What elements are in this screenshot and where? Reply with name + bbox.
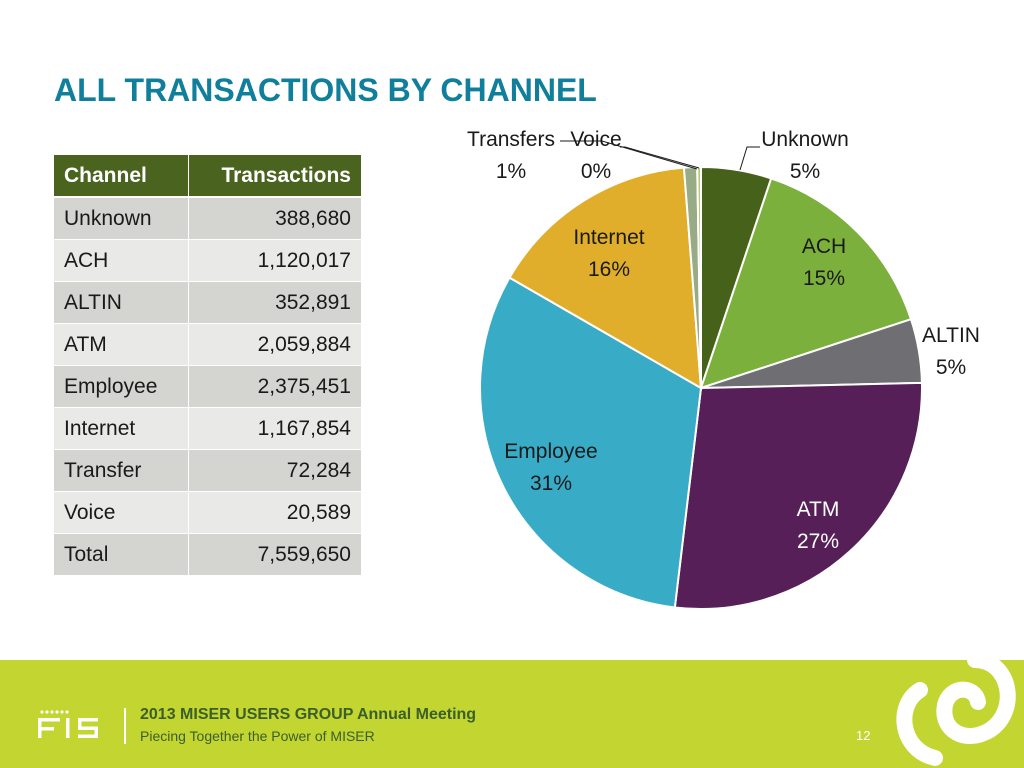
channel-cell: Voice bbox=[53, 491, 189, 534]
channel-cell: Employee bbox=[53, 365, 189, 408]
pie-slice-atm bbox=[673, 381, 923, 610]
pie-percent-employee: 31% bbox=[530, 472, 572, 495]
pie-label-altin: ALTIN bbox=[922, 324, 980, 347]
pie-percent-transfers: 1% bbox=[496, 160, 526, 183]
table-total-row: Total 7,559,650 bbox=[53, 533, 362, 576]
transactions-table: Channel Transactions Unknown 388,680 ACH… bbox=[53, 154, 362, 576]
transactions-cell: 352,891 bbox=[188, 281, 362, 324]
pie-percent-voice: 0% bbox=[581, 160, 611, 183]
slide-title: ALL TRANSACTIONS BY CHANNEL bbox=[54, 72, 597, 108]
channel-cell: ALTIN bbox=[53, 281, 189, 324]
transactions-cell: 2,375,451 bbox=[188, 365, 362, 408]
table-row: ALTIN 352,891 bbox=[53, 281, 362, 324]
channel-cell: ATM bbox=[53, 323, 189, 366]
table-row: Internet 1,167,854 bbox=[53, 407, 362, 450]
transactions-cell: 7,559,650 bbox=[188, 533, 362, 576]
table-row: ATM 2,059,884 bbox=[53, 323, 362, 366]
column-header-channel: Channel bbox=[53, 154, 189, 198]
transactions-cell: 1,167,854 bbox=[188, 407, 362, 450]
leader-line-transfers bbox=[560, 140, 698, 170]
table-header-row: Channel Transactions bbox=[53, 154, 362, 198]
channel-cell: Total bbox=[53, 533, 189, 576]
transactions-cell: 1,120,017 bbox=[188, 239, 362, 282]
channel-cell: ACH bbox=[53, 239, 189, 282]
transactions-cell: 388,680 bbox=[188, 196, 362, 240]
pie-label-ach: ACH bbox=[802, 235, 846, 258]
channel-cell: Internet bbox=[53, 407, 189, 450]
table-row: Unknown 388,680 bbox=[53, 196, 362, 240]
pie-label-internet: Internet bbox=[573, 226, 644, 249]
page-number: 12 bbox=[856, 728, 871, 743]
table-row: Transfer 72,284 bbox=[53, 449, 362, 492]
transactions-cell: 2,059,884 bbox=[188, 323, 362, 366]
pie-percent-ach: 15% bbox=[803, 267, 845, 290]
pie-percent-unknown: 5% bbox=[790, 160, 820, 183]
footer-divider bbox=[124, 708, 126, 744]
footer-band bbox=[0, 660, 1024, 768]
footer-title: 2013 MISER USERS GROUP Annual Meeting bbox=[140, 706, 477, 723]
table-row: ACH 1,120,017 bbox=[53, 239, 362, 282]
pie-slice-employee bbox=[479, 276, 703, 609]
leader-line-unknown bbox=[739, 146, 760, 171]
pie-label-transfers: Transfers bbox=[467, 128, 555, 151]
swirl-logo-graphic bbox=[896, 652, 1016, 766]
fis-logo bbox=[38, 710, 98, 738]
table-row: Voice 20,589 bbox=[53, 491, 362, 534]
leader-line-voice bbox=[620, 146, 700, 169]
pie-label-voice: Voice bbox=[570, 128, 621, 151]
column-header-transactions: Transactions bbox=[188, 154, 362, 198]
pie-label-atm: ATM bbox=[797, 498, 840, 521]
pie-percent-internet: 16% bbox=[588, 258, 630, 281]
transactions-cell: 72,284 bbox=[188, 449, 362, 492]
pie-label-employee: Employee bbox=[504, 440, 597, 463]
footer-subtitle: Piecing Together the Power of MISER bbox=[140, 728, 375, 744]
table-row: Employee 2,375,451 bbox=[53, 365, 362, 408]
transactions-cell: 20,589 bbox=[188, 491, 362, 534]
pie-percent-altin: 5% bbox=[936, 356, 966, 379]
pie-percent-atm: 27% bbox=[797, 530, 839, 553]
pie-chart: Unknown 5% ACH 15% ALTIN 5% ATM 27% Employee 31% I… bbox=[467, 128, 980, 610]
pie-label-unknown: Unknown bbox=[761, 128, 849, 151]
channel-cell: Unknown bbox=[53, 196, 189, 240]
pie-slice-internet bbox=[508, 166, 703, 390]
